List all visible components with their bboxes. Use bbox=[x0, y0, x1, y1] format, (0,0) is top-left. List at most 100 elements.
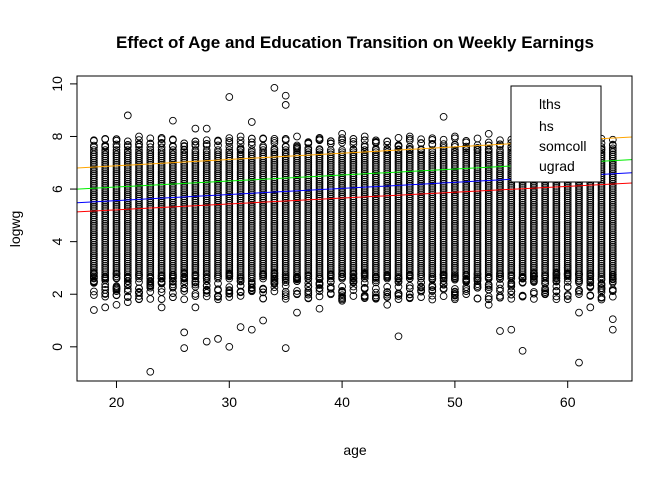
data-point bbox=[225, 167, 234, 176]
data-point bbox=[496, 217, 504, 226]
data-point bbox=[123, 215, 132, 224]
data-point bbox=[428, 167, 437, 176]
outlier-point bbox=[496, 327, 504, 335]
data-point bbox=[586, 249, 595, 258]
data-point bbox=[304, 144, 313, 153]
data-point bbox=[405, 245, 414, 253]
data-point bbox=[507, 261, 516, 270]
data-point bbox=[552, 249, 561, 258]
data-point bbox=[214, 264, 222, 272]
data-point bbox=[383, 292, 392, 301]
data-point bbox=[293, 257, 301, 266]
data-point bbox=[270, 251, 279, 260]
data-point bbox=[247, 222, 256, 230]
data-point bbox=[496, 148, 504, 157]
data-point bbox=[473, 243, 482, 251]
data-point bbox=[417, 161, 425, 169]
data-point bbox=[191, 238, 200, 247]
data-point bbox=[180, 234, 189, 243]
data-point bbox=[180, 188, 189, 197]
data-point bbox=[541, 245, 549, 253]
data-point bbox=[473, 232, 482, 241]
data-point bbox=[552, 232, 561, 241]
data-point bbox=[270, 224, 279, 232]
data-point bbox=[101, 243, 110, 251]
data-point bbox=[473, 207, 482, 215]
data-point bbox=[146, 158, 155, 167]
data-point bbox=[484, 215, 493, 224]
data-point bbox=[146, 261, 155, 270]
data-point bbox=[180, 264, 189, 272]
data-point bbox=[417, 249, 425, 258]
data-point bbox=[428, 219, 437, 228]
outlier-point bbox=[394, 133, 403, 142]
data-point bbox=[259, 245, 267, 253]
data-point bbox=[518, 219, 527, 228]
outlier-point bbox=[236, 323, 245, 331]
data-point bbox=[338, 192, 346, 201]
data-point bbox=[552, 215, 561, 224]
data-point bbox=[462, 247, 471, 255]
data-point bbox=[202, 226, 211, 234]
data-point bbox=[372, 165, 380, 173]
data-point bbox=[304, 194, 313, 203]
data-point bbox=[112, 167, 121, 176]
data-point bbox=[530, 236, 538, 245]
data-point bbox=[293, 243, 301, 251]
data-point bbox=[360, 177, 369, 186]
data-point bbox=[428, 257, 437, 266]
outlier-point bbox=[112, 300, 121, 309]
data-point bbox=[270, 136, 279, 145]
data-point bbox=[225, 286, 234, 294]
data-point bbox=[101, 188, 110, 197]
data-point bbox=[202, 240, 211, 249]
data-point bbox=[214, 219, 222, 228]
data-point bbox=[518, 261, 527, 270]
data-point bbox=[349, 253, 358, 262]
data-point bbox=[90, 196, 98, 205]
data-point bbox=[326, 277, 335, 286]
data-point bbox=[405, 182, 414, 190]
data-point bbox=[259, 163, 267, 171]
data-point bbox=[372, 247, 380, 255]
data-point bbox=[326, 148, 335, 157]
data-point bbox=[123, 203, 132, 211]
data-point bbox=[326, 186, 335, 194]
data-point bbox=[439, 158, 448, 167]
data-point bbox=[214, 186, 222, 194]
data-point bbox=[236, 192, 245, 201]
data-point bbox=[484, 145, 493, 154]
data-point bbox=[293, 247, 301, 255]
data-point bbox=[135, 238, 143, 247]
data-point bbox=[597, 275, 606, 284]
data-point bbox=[586, 266, 595, 274]
data-point bbox=[90, 186, 98, 194]
data-point bbox=[202, 179, 211, 188]
data-point bbox=[349, 232, 358, 241]
data-point bbox=[191, 247, 200, 255]
data-point bbox=[608, 198, 617, 207]
data-point bbox=[135, 268, 143, 276]
data-point bbox=[270, 264, 279, 272]
data-point bbox=[417, 261, 425, 270]
data-point bbox=[372, 194, 380, 203]
data-point bbox=[608, 167, 617, 176]
data-point bbox=[507, 264, 516, 272]
data-point bbox=[597, 253, 606, 262]
data-point bbox=[202, 190, 211, 199]
data-point bbox=[304, 249, 313, 258]
data-point bbox=[451, 161, 459, 169]
data-point bbox=[236, 207, 245, 215]
data-point bbox=[281, 238, 290, 247]
data-point bbox=[180, 145, 189, 154]
data-point bbox=[326, 163, 335, 171]
data-point bbox=[360, 194, 369, 203]
data-point bbox=[293, 261, 301, 270]
data-point bbox=[169, 240, 177, 249]
data-point bbox=[225, 161, 234, 169]
data-point bbox=[202, 232, 211, 241]
data-point bbox=[496, 259, 504, 268]
data-point bbox=[439, 268, 448, 276]
data-point bbox=[541, 205, 549, 213]
data-point bbox=[146, 255, 155, 264]
